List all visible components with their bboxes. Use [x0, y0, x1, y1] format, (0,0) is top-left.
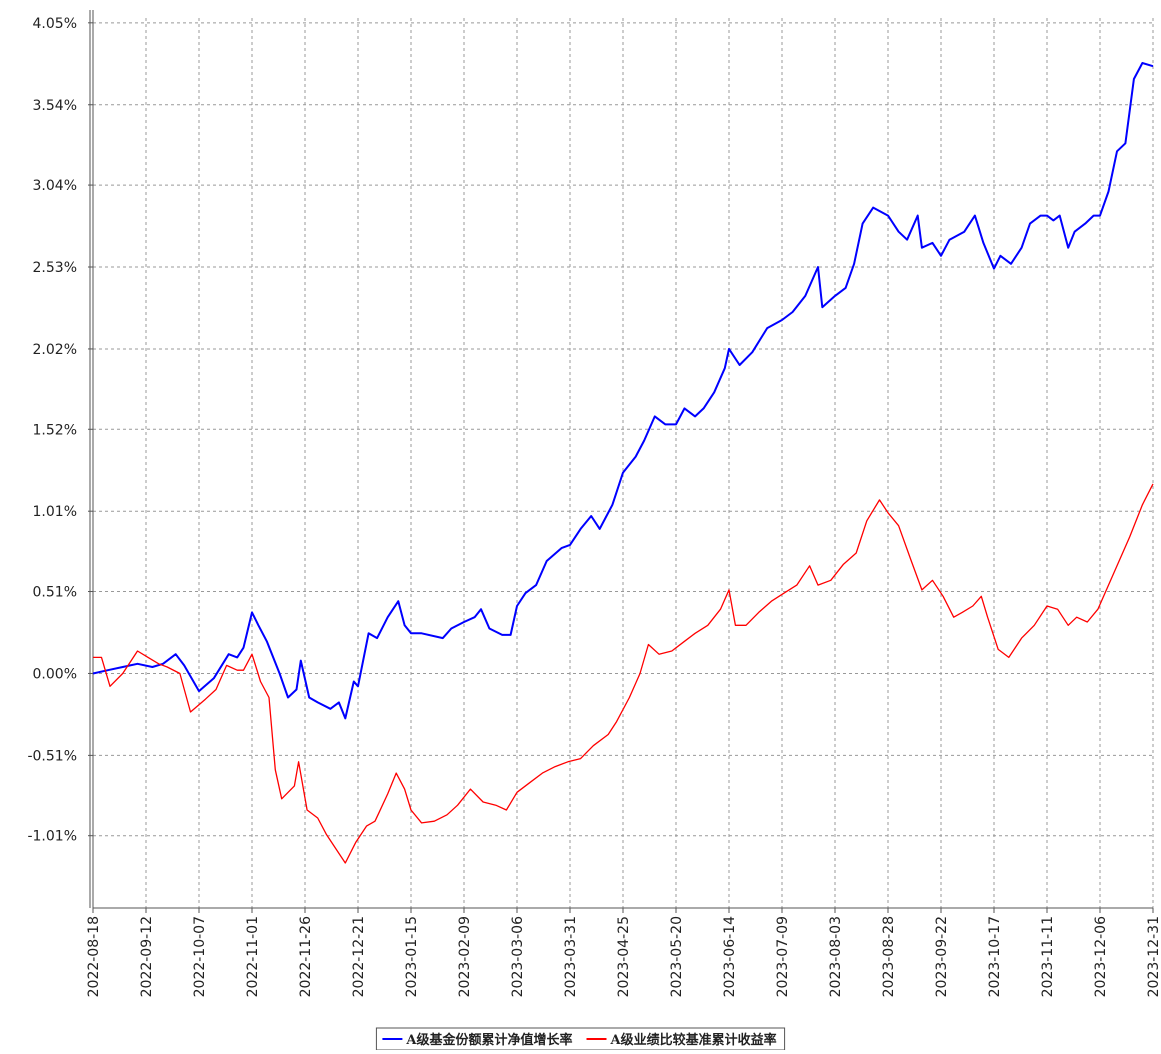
x-tick-label: 2022-11-26 [298, 916, 314, 997]
x-tick-label: 2023-08-28 [881, 916, 897, 997]
y-tick-label: 3.54% [33, 98, 77, 114]
x-tick-label: 2023-12-31 [1146, 916, 1161, 997]
legend-label: A级业绩比较基准累计收益率 [610, 1032, 777, 1048]
y-tick-label: 0.00% [33, 666, 77, 682]
x-tick-label: 2022-12-21 [351, 916, 367, 997]
x-tick-label: 2023-03-06 [510, 916, 526, 997]
x-tick-label: 2023-08-03 [828, 916, 844, 997]
y-tick-label: 2.53% [33, 260, 77, 276]
y-tick-label: 3.04% [33, 178, 77, 194]
legend-label: A级基金份额累计净值增长率 [405, 1032, 572, 1048]
x-tick-label: 2023-10-17 [987, 916, 1003, 997]
x-tick-label: 2022-10-07 [192, 916, 208, 997]
x-tick-label: 2023-05-20 [669, 916, 685, 997]
x-tick-label: 2023-03-31 [563, 916, 579, 997]
x-tick-label: 2023-07-09 [775, 916, 791, 997]
y-tick-label: 4.05% [33, 16, 77, 32]
x-tick-label: 2023-12-06 [1093, 916, 1109, 997]
x-tick-label: 2023-06-14 [722, 916, 738, 997]
legend: A级基金份额累计净值增长率 A级业绩比较基准累计收益率 [375, 1027, 786, 1051]
x-tick-label: 2023-01-15 [404, 916, 420, 997]
x-tick-label: 2022-08-18 [86, 916, 102, 997]
x-tick-label: 2022-09-12 [139, 916, 155, 997]
y-tick-label: 2.02% [33, 342, 77, 358]
y-tick-label: 1.52% [33, 422, 77, 438]
x-tick-label: 2023-02-09 [457, 916, 473, 997]
x-tick-label: 2023-11-11 [1040, 916, 1056, 997]
x-tick-label: 2023-04-25 [616, 916, 632, 997]
series-line [92, 62, 1154, 720]
y-tick-label: 1.01% [33, 504, 77, 520]
x-tick-label: 2023-09-22 [934, 916, 950, 997]
y-tick-label: -1.01% [27, 829, 77, 845]
y-tick-label: -0.51% [27, 748, 77, 764]
y-tick-label: 0.51% [33, 585, 77, 601]
series-line [93, 483, 1154, 864]
x-tick-label: 2022-11-01 [245, 916, 261, 997]
